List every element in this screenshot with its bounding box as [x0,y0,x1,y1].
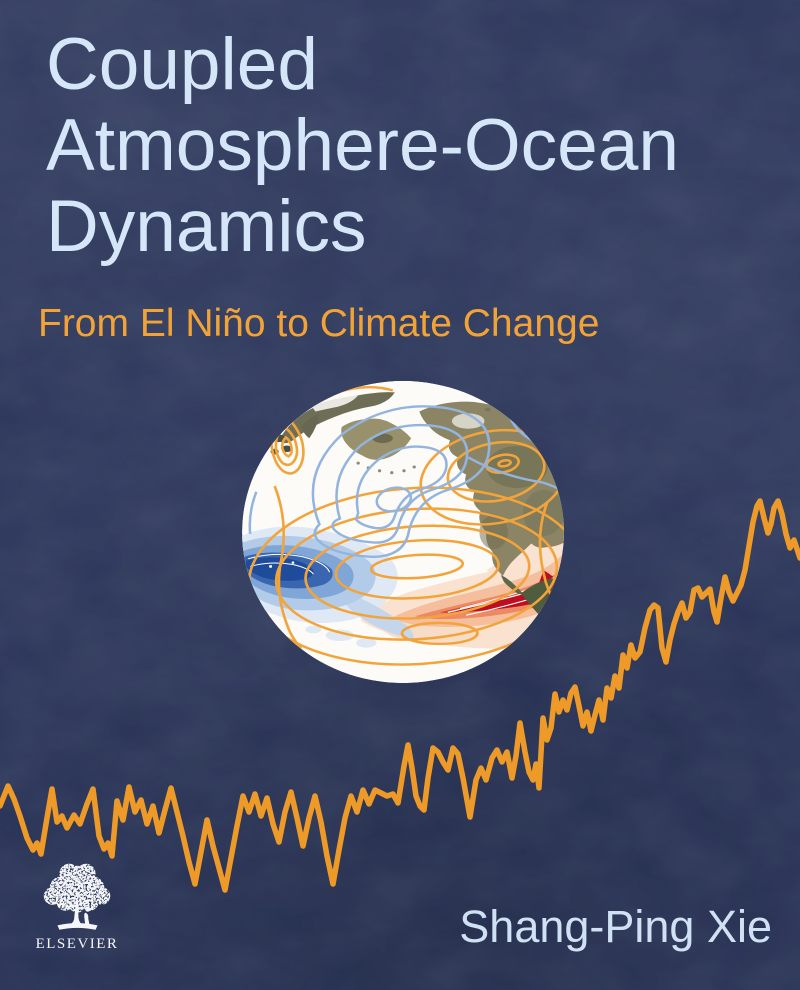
book-title: Coupled Atmosphere-Ocean Dynamics [46,24,679,267]
book-subtitle: From El Niño to Climate Change [38,302,600,345]
globe-svg [242,380,564,684]
title-line-2: Atmosphere-Ocean [46,105,679,186]
title-line-3: Dynamics [46,186,367,267]
elsevier-tree-icon [43,863,111,930]
publisher-name: ELSEVIER [35,936,119,952]
title-line-1: Coupled [46,24,318,105]
globe-illustration [240,379,566,685]
publisher-logo: ELSEVIER [32,862,122,953]
author-name: Shang-Ping Xie [459,901,772,952]
